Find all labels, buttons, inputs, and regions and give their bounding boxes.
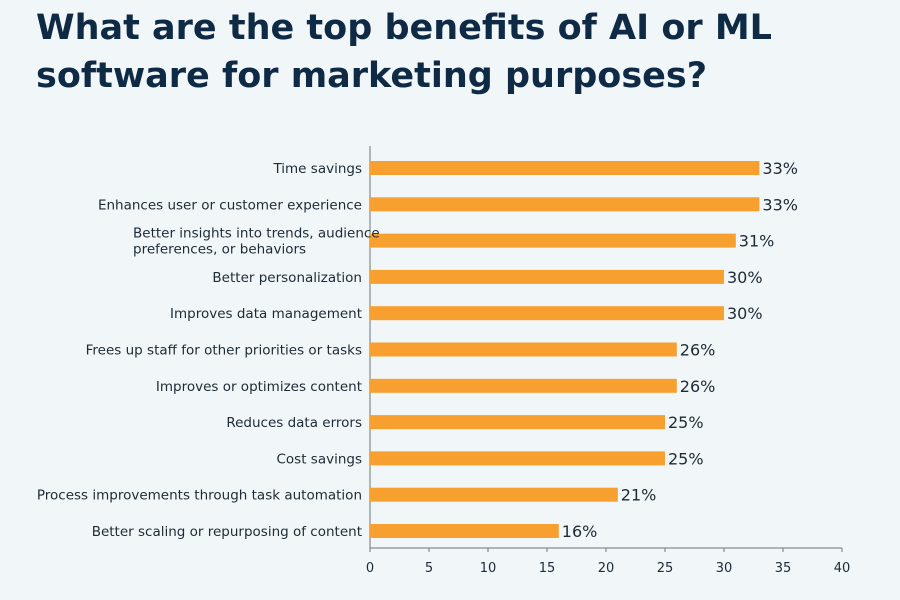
bar-10 [370,487,618,502]
value-label-6: 26% [680,341,716,360]
category-label-6: Frees up staff for other priorities or t… [86,343,362,359]
bar-2 [370,197,760,212]
category-label-2: Enhances user or customer experience [98,197,362,213]
bar-9 [370,451,665,466]
value-label-1: 33% [762,159,798,178]
x-tick-label-10: 10 [480,561,497,576]
category-label-11: Better scaling or repurposing of content [92,524,362,540]
x-tick-label-40: 40 [834,561,851,576]
category-label-4: Better personalization [212,270,362,286]
bar-4 [370,269,724,284]
bar-3 [370,233,736,248]
value-label-9: 25% [668,449,704,468]
x-tick-label-30: 30 [716,561,733,576]
value-label-10: 21% [621,486,657,505]
x-tick-label-5: 5 [425,561,433,576]
category-label-10: Process improvements through task automa… [37,488,362,504]
category-label-1: Time savings [272,161,362,177]
x-tick-label-25: 25 [657,561,674,576]
value-label-4: 30% [727,268,763,287]
bar-7 [370,378,677,393]
category-label-8: Reduces data errors [226,415,362,431]
category-label-9: Cost savings [276,451,362,467]
value-label-5: 30% [727,304,763,323]
x-tick-label-35: 35 [775,561,792,576]
x-tick-label-15: 15 [539,561,556,576]
value-label-8: 25% [668,413,704,432]
chart-title-line-2: software for marketing purposes? [36,56,708,96]
category-label-3-line-1: Better insights into trends, audience [133,226,380,242]
bar-5 [370,306,724,321]
bar-1 [370,161,760,175]
chart-title-line-1: What are the top benefits of AI or ML [36,8,772,48]
value-label-2: 33% [762,195,798,214]
value-label-7: 26% [680,377,716,396]
bar-11 [370,524,559,538]
bar-6 [370,342,677,357]
x-tick-label-0: 0 [366,561,374,576]
bar-8 [370,415,665,430]
value-label-3: 31% [739,232,775,251]
category-label-7: Improves or optimizes content [156,379,362,395]
category-label-3-line-2: preferences, or behaviors [133,242,306,258]
value-label-11: 16% [562,522,598,541]
x-tick-label-20: 20 [598,561,615,576]
chart-title: What are the top benefits of AI or ML so… [36,4,866,100]
category-label-5: Improves data management [170,306,362,322]
